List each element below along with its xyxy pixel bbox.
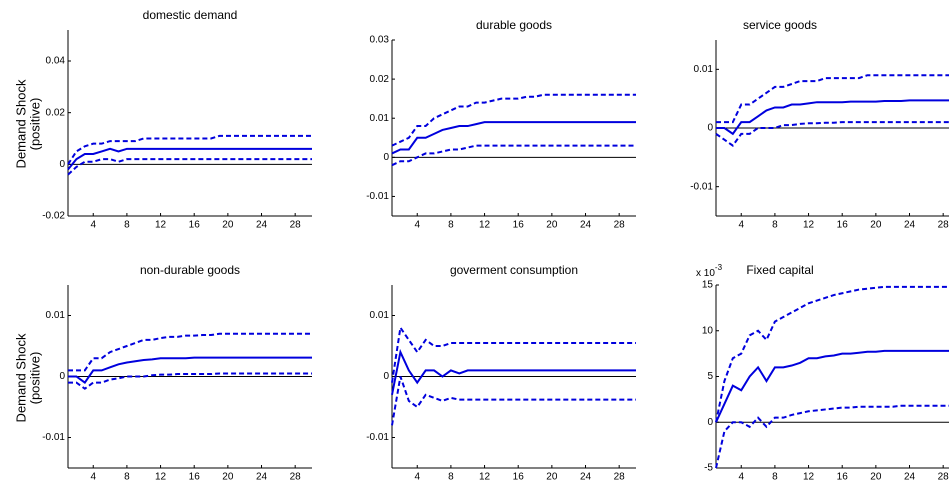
x-tick-label: 8: [772, 472, 778, 483]
chart-title: goverment consumption: [450, 263, 578, 277]
y-tick-label: 0.01: [370, 310, 390, 321]
y-tick-label: -0.01: [366, 432, 389, 443]
y-tick-label: 0: [59, 371, 65, 382]
x-tick-label: 4: [414, 220, 420, 231]
series-line: [715, 404, 949, 469]
row-label: (positive): [27, 98, 42, 151]
y-tick-label: 5: [707, 371, 713, 382]
series-line: [68, 332, 312, 372]
x-tick-label: 20: [222, 220, 234, 231]
y-tick-label: -0.01: [366, 191, 389, 202]
x-tick-label: 8: [448, 472, 454, 483]
y-tick-label: 0.03: [370, 35, 390, 46]
y-tick-label: 0.01: [46, 310, 66, 321]
x-tick-label: 24: [904, 220, 916, 231]
x-tick-label: 28: [938, 220, 949, 231]
series-line: [391, 93, 636, 147]
x-tick-label: 16: [189, 472, 201, 483]
x-tick-label: 4: [738, 472, 744, 483]
row-label: Demand Shock: [13, 79, 28, 168]
y-tick-label: -5: [704, 463, 713, 474]
y-tick-label: 0: [707, 417, 713, 428]
series-line: [391, 348, 636, 395]
x-tick-label: 20: [222, 472, 234, 483]
series-line: [391, 121, 636, 155]
x-tick-label: 12: [803, 472, 815, 483]
series-line: [391, 376, 636, 426]
series-line: [391, 325, 636, 383]
y-tick-label: -0.02: [42, 211, 65, 222]
x-tick-label: 12: [803, 220, 815, 231]
x-tick-label: 20: [870, 472, 882, 483]
series-line: [715, 285, 949, 423]
y-tick-label: 0.04: [46, 56, 66, 67]
x-tick-label: 24: [256, 220, 268, 231]
series-line: [68, 372, 312, 390]
series-line: [715, 349, 949, 423]
series-line: [391, 144, 636, 167]
series-line: [67, 134, 312, 165]
x-tick-label: 16: [513, 472, 525, 483]
x-tick-label: 8: [124, 220, 130, 231]
x-tick-label: 16: [189, 220, 201, 231]
y-tick-label: -0.01: [42, 432, 65, 443]
row-label: Demand Shock: [13, 333, 28, 422]
y-tick-label: 10: [702, 325, 714, 336]
x-tick-label: 8: [772, 220, 778, 231]
series-line: [67, 158, 312, 176]
x-tick-label: 4: [738, 220, 744, 231]
x-tick-label: 12: [155, 472, 167, 483]
multiplier-exponent: -3: [715, 263, 723, 272]
y-tick-label: 0.01: [370, 113, 390, 124]
series-line: [716, 99, 949, 136]
y-tick-label: 0.02: [46, 107, 66, 118]
series-line: [67, 147, 312, 171]
y-tick-label: -0.01: [690, 181, 713, 192]
x-tick-label: 8: [124, 472, 130, 483]
series-line: [715, 121, 949, 147]
y-tick-label: 0.02: [370, 74, 390, 85]
chart-title: domestic demand: [143, 8, 238, 22]
multiplier-base: x 10: [696, 268, 715, 279]
x-tick-label: 28: [614, 220, 626, 231]
axis-multiplier: x 10-3: [696, 263, 723, 279]
x-tick-label: 12: [479, 220, 491, 231]
x-tick-label: 4: [414, 472, 420, 483]
y-tick-label: 0.01: [694, 64, 714, 75]
row-label: (positive): [27, 352, 42, 405]
y-tick-label: 0: [59, 159, 65, 170]
x-tick-label: 16: [513, 220, 525, 231]
x-tick-label: 28: [938, 472, 949, 483]
x-tick-label: 12: [155, 220, 167, 231]
x-tick-label: 12: [479, 472, 491, 483]
x-tick-label: 24: [580, 220, 592, 231]
chart-title: service goods: [743, 18, 817, 32]
x-tick-label: 28: [290, 472, 302, 483]
chart-title: Fixed capital: [746, 263, 813, 277]
x-tick-label: 8: [448, 220, 454, 231]
x-tick-label: 24: [904, 472, 916, 483]
series-line: [68, 356, 312, 385]
y-tick-label: 0: [707, 123, 713, 134]
x-tick-label: 28: [614, 472, 626, 483]
chart-title: non-durable goods: [140, 263, 240, 277]
series-line: [716, 74, 949, 124]
chart-title: durable goods: [476, 18, 552, 32]
x-tick-label: 24: [580, 472, 592, 483]
x-tick-label: 16: [837, 472, 849, 483]
y-tick-label: 0: [383, 371, 389, 382]
x-tick-label: 20: [870, 220, 882, 231]
x-tick-label: 16: [837, 220, 849, 231]
x-tick-label: 4: [90, 472, 96, 483]
y-tick-label: 0: [383, 152, 389, 163]
x-tick-label: 28: [290, 220, 302, 231]
x-tick-label: 20: [546, 220, 558, 231]
x-tick-label: 20: [546, 472, 558, 483]
x-tick-label: 24: [256, 472, 268, 483]
x-tick-label: 4: [90, 220, 96, 231]
y-tick-label: 15: [702, 280, 714, 291]
